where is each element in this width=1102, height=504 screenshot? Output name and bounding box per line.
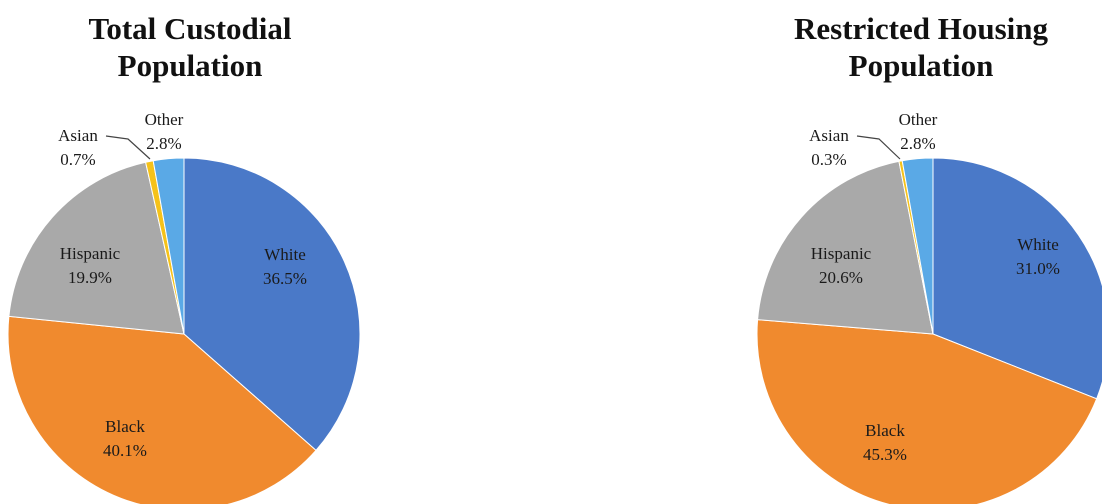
chart-title-line-1: Restricted Housing bbox=[793, 11, 1048, 46]
slice-value-black: 45.3% bbox=[863, 445, 907, 464]
pie-slice-white bbox=[932, 157, 1102, 400]
chart-title: Restricted Housing Population bbox=[741, 10, 1101, 84]
slice-label-black: Black bbox=[865, 421, 905, 440]
slice-label-hispanic: Hispanic bbox=[811, 244, 872, 263]
slice-value-other: 2.8% bbox=[900, 134, 935, 153]
slice-label-white: White bbox=[264, 245, 306, 264]
slice-value-black: 40.1% bbox=[103, 441, 147, 460]
slice-value-asian: 0.3% bbox=[811, 150, 846, 169]
chart-title-line-1: Total Custodial bbox=[88, 11, 292, 46]
pie-slice-other bbox=[152, 157, 185, 335]
pie-slice-other bbox=[901, 157, 934, 335]
slice-value-hispanic: 20.6% bbox=[819, 268, 863, 287]
slice-label-hispanic: Hispanic bbox=[60, 244, 121, 263]
pie-slice-black bbox=[756, 319, 1098, 504]
pie-chart-total-custodial: Total Custodial Population White 36.5% Bla… bbox=[7, 10, 361, 504]
slice-label-black: Black bbox=[105, 417, 145, 436]
slice-label-other: Other bbox=[899, 110, 938, 129]
slice-label-white: White bbox=[1017, 235, 1059, 254]
pie-plot: White 36.5% Black 40.1% Hispanic 19.9% Asian 0.… bbox=[7, 110, 361, 504]
pie-slice-hispanic bbox=[8, 161, 185, 335]
pie-slice-white bbox=[183, 157, 361, 452]
slice-value-other: 2.8% bbox=[146, 134, 181, 153]
slice-value-asian: 0.7% bbox=[60, 150, 95, 169]
leader-line-asian bbox=[105, 135, 151, 160]
chart-title-line-2: Population bbox=[117, 48, 263, 83]
slice-label-asian: Asian bbox=[809, 126, 849, 145]
pie-chart-restricted-housing: Restricted Housing Population White 31.0%… bbox=[551, 0, 1102, 504]
chart-title-line-2: Population bbox=[848, 48, 994, 83]
pie-slice-hispanic bbox=[757, 160, 934, 335]
slice-value-white: 36.5% bbox=[263, 269, 307, 288]
slice-label-asian: Asian bbox=[58, 126, 98, 145]
slice-label-other: Other bbox=[145, 110, 184, 129]
pie-slice-black bbox=[7, 315, 317, 504]
slice-value-white: 31.0% bbox=[1016, 259, 1060, 278]
chart-title: Total Custodial Population bbox=[20, 10, 360, 84]
leader-line-asian bbox=[856, 135, 901, 160]
pie-plot: White 31.0% Black 45.3% Hispanic 20.6% Asian 0.… bbox=[756, 110, 1102, 504]
slice-value-hispanic: 19.9% bbox=[68, 268, 112, 287]
